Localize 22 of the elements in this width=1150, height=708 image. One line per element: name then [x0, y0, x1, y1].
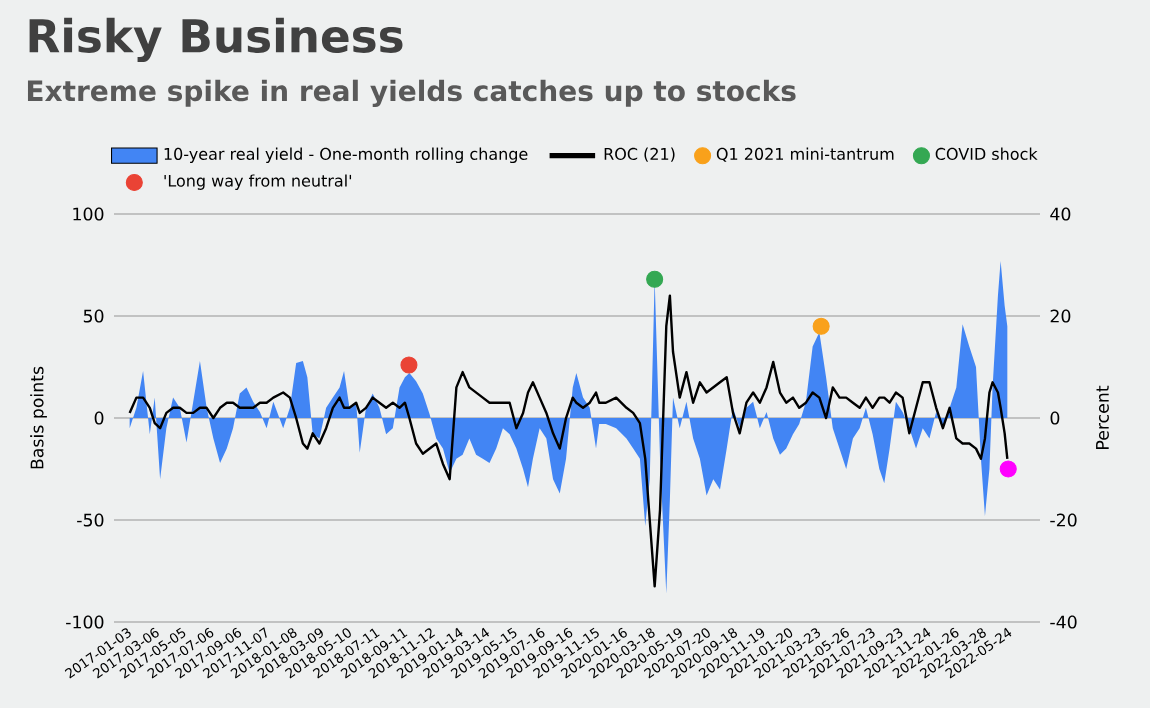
chart-title: Risky Business — [29, 17, 403, 63]
y2-tick-label: 20 — [1050, 309, 1071, 323]
y2-tick-label: 40 — [1050, 207, 1071, 221]
legend-label: 'Long way from neutral' — [164, 174, 352, 190]
y2-axis-title: Percent — [1096, 385, 1109, 449]
point — [400, 356, 418, 374]
chart-subtitle: Extreme spike in real yields catches up to stocks — [27, 79, 796, 107]
y2-tick-label: -40 — [1050, 615, 1077, 629]
legend-label: ROC (21) — [604, 147, 675, 162]
y-axis-title: Basis points — [30, 366, 47, 469]
legend-label: 10-year real yield - One-month rolling change — [164, 147, 528, 164]
point — [646, 270, 664, 288]
legend-label: COVID shock — [935, 147, 1038, 160]
y-tick-label: 0 — [94, 411, 104, 425]
y2-tick-label: 0 — [1050, 411, 1060, 425]
y-tick-label: 50 — [83, 309, 104, 323]
legend-label: Q1 2021 mini-tantrum — [716, 147, 894, 162]
point — [812, 317, 830, 335]
y-tick-label: -50 — [77, 513, 104, 527]
y-tick-label: 100 — [73, 207, 104, 221]
y2-tick-label: -20 — [1050, 513, 1077, 527]
y-tick-label: -100 — [66, 615, 104, 629]
